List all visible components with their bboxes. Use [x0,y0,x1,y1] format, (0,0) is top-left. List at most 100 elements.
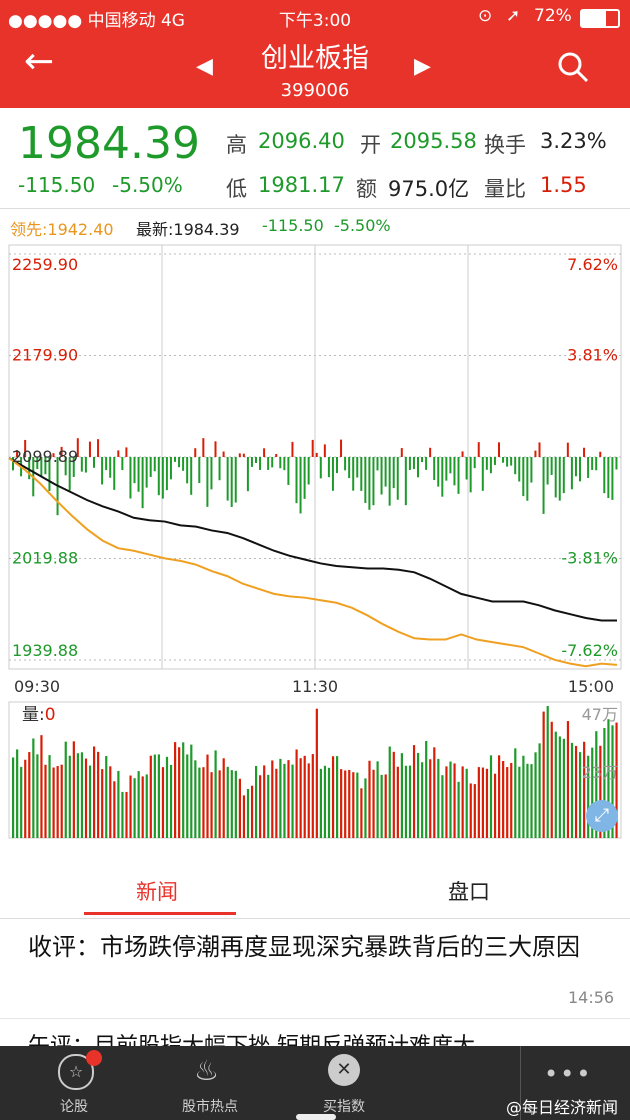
volume-bar [157,754,160,838]
flame-icon[interactable]: ♨ [194,1054,220,1087]
flow-bar [417,457,419,478]
y-tick-left: 2099.89 [12,447,78,466]
flow-bar [574,457,577,477]
volume-bar [133,778,136,838]
volume-bar [169,764,173,838]
volume-bar [80,752,84,838]
flow-bar [368,457,371,510]
volume-bar [303,755,306,838]
volume-chart[interactable]: 量:0 47万 23万 [0,700,630,842]
volume-bar [165,756,169,838]
flow-bar [510,457,513,466]
volume-bar [109,766,112,838]
volume-bar [52,767,55,838]
turnover-label: 换手 [484,133,526,157]
flow-bar [449,457,452,474]
news-title[interactable]: 收评：市场跌停潮再度显现深究暴跌背后的三大原因 [28,933,580,961]
prev-triangle-icon[interactable]: ◀ [196,54,213,79]
volume-bar [364,778,367,838]
flow-bar [307,457,310,485]
flow-bar [190,457,193,495]
volume-bar [214,750,217,838]
search-icon[interactable] [556,50,590,88]
volume-bar [149,755,152,838]
flow-bar [218,457,221,481]
volume-bar [48,755,51,838]
flow-bar [603,457,606,494]
volume-bar [93,746,96,838]
intraday-chart[interactable]: 2259.90 2179.90 2099.89 2019.88 1939.88 7.62%… [0,240,630,700]
fullscreen-icon[interactable]: ⤢ [586,800,618,832]
volume-bar [194,760,197,838]
next-triangle-icon[interactable]: ▶ [414,54,431,79]
flow-bar [60,446,63,457]
more-icon[interactable]: ••• [544,1060,593,1088]
volume-bar [546,706,549,838]
volume-bar [502,761,505,838]
volume-bar [202,767,205,838]
tab-news[interactable]: 新闻 [136,880,178,904]
nav-discuss[interactable]: 论股 [60,1099,88,1115]
page-title: 创业板指 [261,43,369,74]
back-arrow-icon[interactable]: ← [24,41,55,82]
flow-bar [477,442,480,457]
nav-hot[interactable]: 股市热点 [182,1099,238,1115]
flow-bar [384,457,387,487]
volume-bar [336,756,339,838]
flow-bar [295,457,298,504]
volume-bar [372,769,375,838]
volume-bar [583,741,586,838]
flow-bar [299,457,302,514]
volume-bar [603,727,606,838]
clock: 下午3:00 [278,11,352,31]
flow-bar [473,457,476,469]
buy-index-icon[interactable]: ✕ [328,1054,360,1086]
flow-bar [198,457,201,484]
flow-bar [165,457,168,491]
volume-bar [570,742,574,838]
flow-bar [84,457,87,473]
lock-icon: ⊙ [478,6,493,26]
flow-bar [340,439,343,457]
lead-line [8,457,618,668]
volume-bar [210,772,213,838]
volume-bar [327,767,331,838]
nav-buy-index[interactable]: 买指数 [323,1099,365,1115]
open-label: 开 [360,133,381,157]
flow-bar [408,457,411,470]
divider [520,1046,521,1120]
flow-bar [255,457,257,463]
volume-bar [595,731,598,838]
flow-bar [93,457,95,468]
volume-bar [396,766,399,838]
flow-bar [246,457,249,492]
volume-bar [44,764,47,838]
volume-bar [190,744,193,838]
volume-bar [218,770,221,838]
flow-bar [437,457,440,487]
y-tick-right: 3.81% [567,345,618,364]
flow-bar [530,457,533,483]
volume-bar [230,770,233,838]
flow-bar [372,457,375,506]
flow-bar [125,447,128,457]
discuss-icon[interactable]: ☆ [58,1054,94,1090]
volume-bar [56,766,59,838]
volume-bar [534,752,537,838]
high-value: 2096.40 [258,129,345,153]
volume-bar [477,767,480,838]
watermark: @每日经济新闻 [506,1098,619,1117]
tab-pankou[interactable]: 盘口 [448,880,490,904]
flow-bar [522,457,525,497]
volume-bar [161,767,165,838]
volume-bar [514,748,517,838]
next-news-title[interactable]: 午评：目前股指大幅下挫 短期反弹预计难度大 [28,1028,618,1046]
y-tick-right: -7.62% [561,641,618,660]
y-tick-left: 1939.88 [12,641,78,660]
flow-bar [113,457,116,490]
flow-bar [283,457,286,471]
flow-bar [566,442,569,457]
volume-bar [562,738,565,838]
flow-bar [222,451,225,457]
flow-bar [554,457,557,498]
